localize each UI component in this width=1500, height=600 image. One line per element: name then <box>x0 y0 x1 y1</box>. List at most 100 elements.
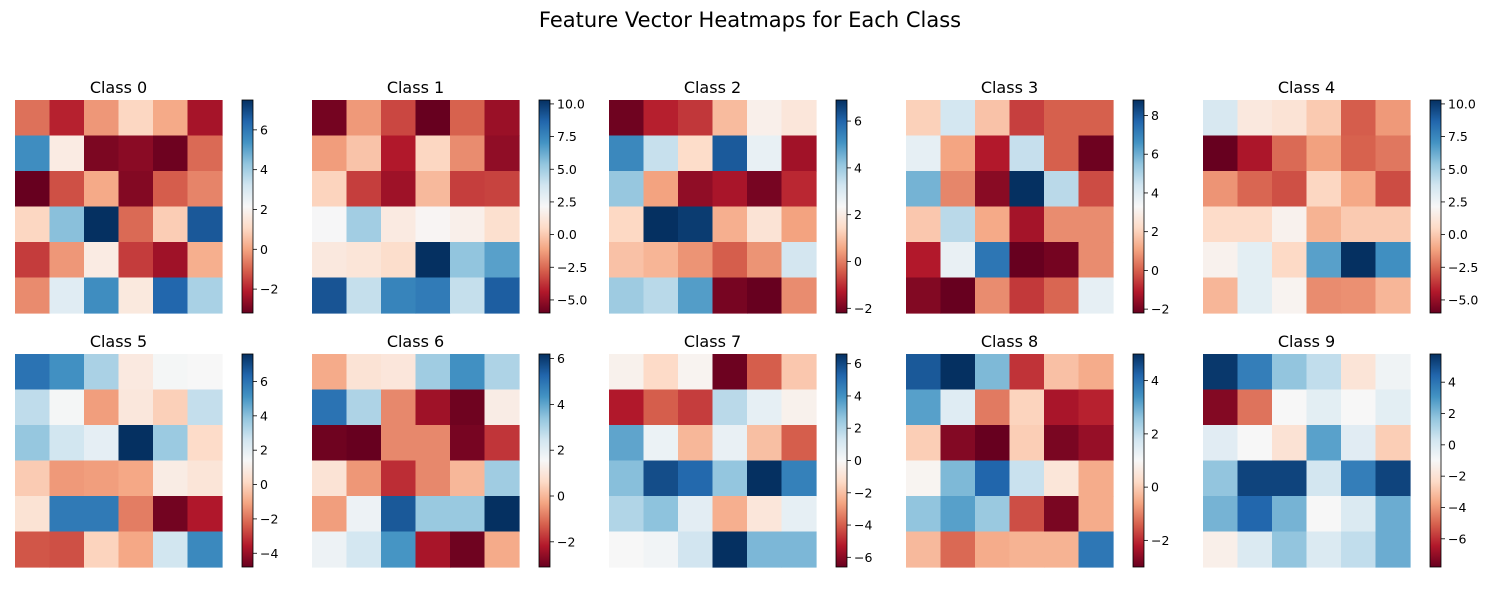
heatmap-cell <box>1306 135 1342 172</box>
heatmap-cell <box>118 206 154 243</box>
heatmap-cell <box>712 100 748 137</box>
heatmap-cell <box>940 171 976 208</box>
heatmap-cell <box>940 277 976 314</box>
heatmap-cell <box>49 135 85 172</box>
heatmap-cell <box>1237 531 1273 568</box>
colorbar-tick-label: 10.0 <box>1448 96 1476 111</box>
heatmap-cell <box>346 496 382 533</box>
heatmap-cell <box>747 389 783 426</box>
heatmap-cell <box>1044 460 1080 497</box>
heatmap-cell <box>118 277 154 314</box>
heatmap-cell <box>381 496 417 533</box>
heatmap-cell <box>1203 135 1239 172</box>
heatmap-cell <box>84 277 120 314</box>
heatmap-cell <box>712 425 748 462</box>
heatmap-cell <box>153 100 189 137</box>
heatmap-cell <box>1306 460 1342 497</box>
heatmap-cell <box>1272 242 1308 279</box>
heatmap-cell <box>643 496 679 533</box>
heatmap-cell <box>1203 171 1239 208</box>
heatmap-cell <box>484 425 520 462</box>
colorbar <box>835 353 848 568</box>
heatmap-cell <box>1272 135 1308 172</box>
heatmap-cell <box>187 496 223 533</box>
heatmap-cell <box>609 389 645 426</box>
heatmap-cell <box>781 171 817 208</box>
heatmap-cell <box>747 206 783 243</box>
heatmap-cell <box>712 531 748 568</box>
heatmap-cell <box>415 100 451 137</box>
heatmap-cell <box>1044 354 1080 391</box>
heatmap-cell <box>187 425 223 462</box>
heatmap-cell <box>1203 206 1239 243</box>
heatmap-cell <box>118 171 154 208</box>
heatmap-cell <box>153 171 189 208</box>
colorbar-tick-label: 8 <box>1151 108 1159 123</box>
heatmap-cell <box>643 389 679 426</box>
colorbar-tick-label: −4 <box>1448 500 1466 515</box>
heatmap-cell <box>49 389 85 426</box>
colorbar <box>1132 353 1145 568</box>
heatmap-cell <box>346 171 382 208</box>
figure-title: Feature Vector Heatmaps for Each Class <box>538 8 962 32</box>
heatmap-cell <box>1272 206 1308 243</box>
heatmap-cell <box>484 100 520 137</box>
colorbar-tick-label: 4 <box>557 397 565 412</box>
heatmap-cell <box>1375 389 1411 426</box>
heatmap-cell <box>975 496 1011 533</box>
colorbar-tick-label: 4 <box>854 160 862 175</box>
heatmap-cell <box>712 135 748 172</box>
colorbar-tick-label: −6 <box>854 550 872 565</box>
heatmap-cell <box>1272 171 1308 208</box>
heatmap-cell <box>1203 242 1239 279</box>
heatmap-cell <box>906 496 942 533</box>
panel-title: Class 5 <box>90 332 147 351</box>
heatmap-cell <box>415 354 451 391</box>
heatmap-cell <box>712 354 748 391</box>
heatmap-cell <box>906 100 942 137</box>
heatmap-cell <box>781 277 817 314</box>
colorbar-tick-label: 2 <box>260 202 268 217</box>
colorbar-tick-label: 2.5 <box>557 194 577 209</box>
heatmap-cell <box>906 460 942 497</box>
heatmap-cell <box>1341 242 1377 279</box>
heatmap-cell <box>940 496 976 533</box>
heatmap-cell <box>747 354 783 391</box>
heatmap-cell <box>1009 354 1045 391</box>
heatmap-cell <box>1078 242 1114 279</box>
heatmap-cell <box>1009 277 1045 314</box>
heatmap-cell <box>1375 496 1411 533</box>
heatmap-cell <box>643 460 679 497</box>
heatmap-cell <box>975 425 1011 462</box>
heatmap-cell <box>118 460 154 497</box>
heatmap-cell <box>49 354 85 391</box>
heatmap-cell <box>15 354 51 391</box>
heatmap-cell <box>1237 171 1273 208</box>
heatmap-cell <box>1341 100 1377 137</box>
heatmap-cell <box>381 171 417 208</box>
heatmap-cell <box>975 242 1011 279</box>
heatmap-cell <box>450 496 486 533</box>
colorbar-tick-label: 4 <box>854 388 862 403</box>
colorbar-tick-label: 7.5 <box>557 129 577 144</box>
heatmap-cell <box>84 496 120 533</box>
heatmap-cell <box>1203 277 1239 314</box>
heatmap-cell <box>346 242 382 279</box>
heatmap-cell <box>1272 389 1308 426</box>
heatmap-panel: Class 5 −4 −2 0 2 4 6 <box>15 332 278 568</box>
heatmap-cell <box>747 460 783 497</box>
heatmap-cell <box>415 242 451 279</box>
heatmap-cell <box>450 425 486 462</box>
heatmap-cell <box>1044 242 1080 279</box>
heatmap-cell <box>484 171 520 208</box>
heatmap-cell <box>1009 171 1045 208</box>
heatmap-cell <box>781 354 817 391</box>
heatmap-cell <box>1078 496 1114 533</box>
heatmap-cell <box>1044 496 1080 533</box>
heatmap-cell <box>187 100 223 137</box>
colorbar-tick-label: 0.0 <box>557 227 577 242</box>
heatmap-cell <box>747 242 783 279</box>
heatmap-cell <box>1341 389 1377 426</box>
heatmap-cell <box>1306 496 1342 533</box>
heatmap-cell <box>15 100 51 137</box>
